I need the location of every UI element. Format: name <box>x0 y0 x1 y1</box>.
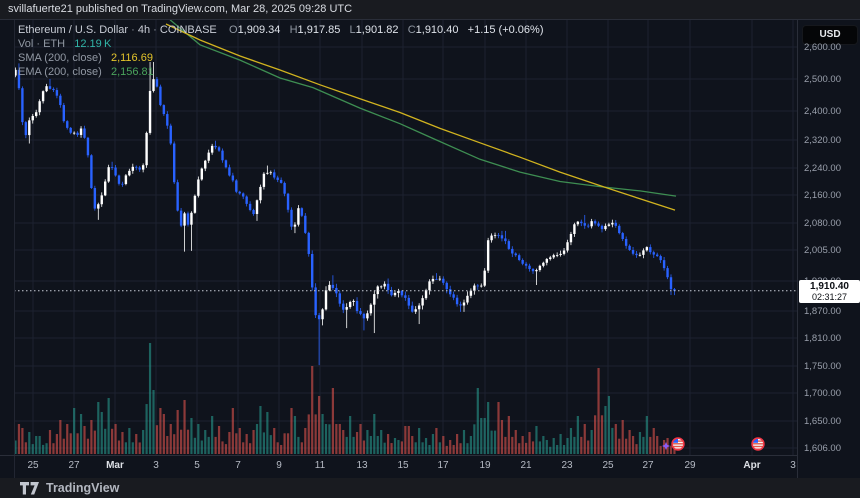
us-flag-event-icon[interactable] <box>671 437 685 451</box>
time-tick-label: 11 <box>314 460 326 471</box>
time-tick-label: 27 <box>642 460 654 471</box>
time-tick-label: 25 <box>27 460 39 471</box>
time-axis[interactable]: 25 27 Mar 3 5 7 9 11 13 15 17 19 21 23 25 27 29 Apr 3 <box>0 455 797 478</box>
symbol-title: Ethereum / U.S. Dollar <box>18 24 129 36</box>
open-value: 1,909.34 <box>237 24 281 36</box>
time-tick-label: 15 <box>397 460 409 471</box>
time-tick-label: 27 <box>68 460 80 471</box>
close-value: 1,910.40 <box>415 24 459 36</box>
time-tick-label: 7 <box>235 460 241 471</box>
time-tick-label: 25 <box>602 460 614 471</box>
legend-volume-row[interactable]: Vol · ETH 12.19 K <box>18 37 544 51</box>
publish-attribution: svillafuerte21 published on TradingView.… <box>8 3 353 15</box>
bottom-bar: TradingView <box>0 478 860 498</box>
time-tick-label: Mar <box>106 460 124 471</box>
interval-value: 4h <box>137 24 151 36</box>
highlight-event-icon[interactable] <box>662 442 670 450</box>
price-tick-label: 1,606.00 <box>804 443 841 454</box>
time-tick-label: 5 <box>194 460 200 471</box>
legend-symbol-row[interactable]: Ethereum / U.S. Dollar · 4h · COINBASE O… <box>18 24 544 36</box>
price-tick-label: 2,160.00 <box>804 190 841 201</box>
price-tick-label: 2,080.00 <box>804 218 841 229</box>
time-tick-label: 13 <box>356 460 368 471</box>
chart-region: Ethereum / U.S. Dollar · 4h · COINBASE O… <box>0 20 860 478</box>
ema-line <box>169 20 677 197</box>
bar-countdown: 02:31:27 <box>811 291 848 302</box>
price-tick-label: 1,650.00 <box>804 416 841 427</box>
publish-bar: svillafuerte21 published on TradingView.… <box>0 0 860 20</box>
sma-label: SMA (200, close) <box>18 52 102 64</box>
tradingview-watermark[interactable]: TradingView <box>20 480 119 496</box>
time-tick-label: Apr <box>743 460 761 471</box>
tradingview-watermark-text: TradingView <box>46 481 120 495</box>
price-axis[interactable]: USD 1,910.40 02:31:27 2,600.00 2,500.00 2,… <box>797 20 860 478</box>
price-tick-label: 2,320.00 <box>804 135 841 146</box>
price-tick-label: 1,700.00 <box>804 388 841 399</box>
ema-value: 2,156.81 <box>110 66 154 78</box>
price-tick-label: 2,500.00 <box>804 74 841 85</box>
currency-toggle-button[interactable]: USD <box>802 25 858 45</box>
time-tick-label: 3 <box>790 460 796 471</box>
time-tick-label: 29 <box>684 460 696 471</box>
last-price-value: 1,910.40 <box>810 280 849 292</box>
chart-canvas[interactable] <box>0 20 860 478</box>
chart-legend: Ethereum / U.S. Dollar · 4h · COINBASE O… <box>18 23 544 79</box>
us-flag-event-icon[interactable] <box>751 437 765 451</box>
sma-line <box>165 23 676 211</box>
price-tick-label: 2,600.00 <box>804 42 841 53</box>
price-tick-label: 1,870.00 <box>804 306 841 317</box>
price-tick-label: 1,810.00 <box>804 333 841 344</box>
price-tick-label: 1,750.00 <box>804 361 841 372</box>
time-tick-label: 19 <box>479 460 491 471</box>
volume-label: Vol · ETH <box>18 38 66 50</box>
legend-ema-row[interactable]: EMA (200, close) 2,156.81 <box>18 65 544 79</box>
last-price-label: 1,910.40 02:31:27 <box>799 279 860 303</box>
price-tick-label: 2,005.00 <box>804 245 841 256</box>
sma-value: 2,116.69 <box>110 52 153 64</box>
price-tick-label: 2,240.00 <box>804 163 841 174</box>
change-value: +1.15 (+0.06%) <box>467 24 544 36</box>
legend-sma-row[interactable]: SMA (200, close) 2,116.69 <box>18 51 544 65</box>
volume-value: 12.19 K <box>74 38 112 50</box>
tradingview-logo-icon <box>20 481 39 494</box>
time-tick-label: 9 <box>276 460 282 471</box>
time-tick-label: 17 <box>437 460 449 471</box>
price-tick-label: 2,400.00 <box>804 106 841 117</box>
high-value: 1,917.85 <box>297 24 341 36</box>
low-value: 1,901.82 <box>355 24 399 36</box>
pane-left-border <box>14 20 15 478</box>
ema-label: EMA (200, close) <box>18 66 102 78</box>
time-tick-label: 3 <box>153 460 159 471</box>
time-tick-label: 21 <box>520 460 532 471</box>
exchange-name: COINBASE <box>159 24 217 36</box>
time-tick-label: 23 <box>561 460 573 471</box>
